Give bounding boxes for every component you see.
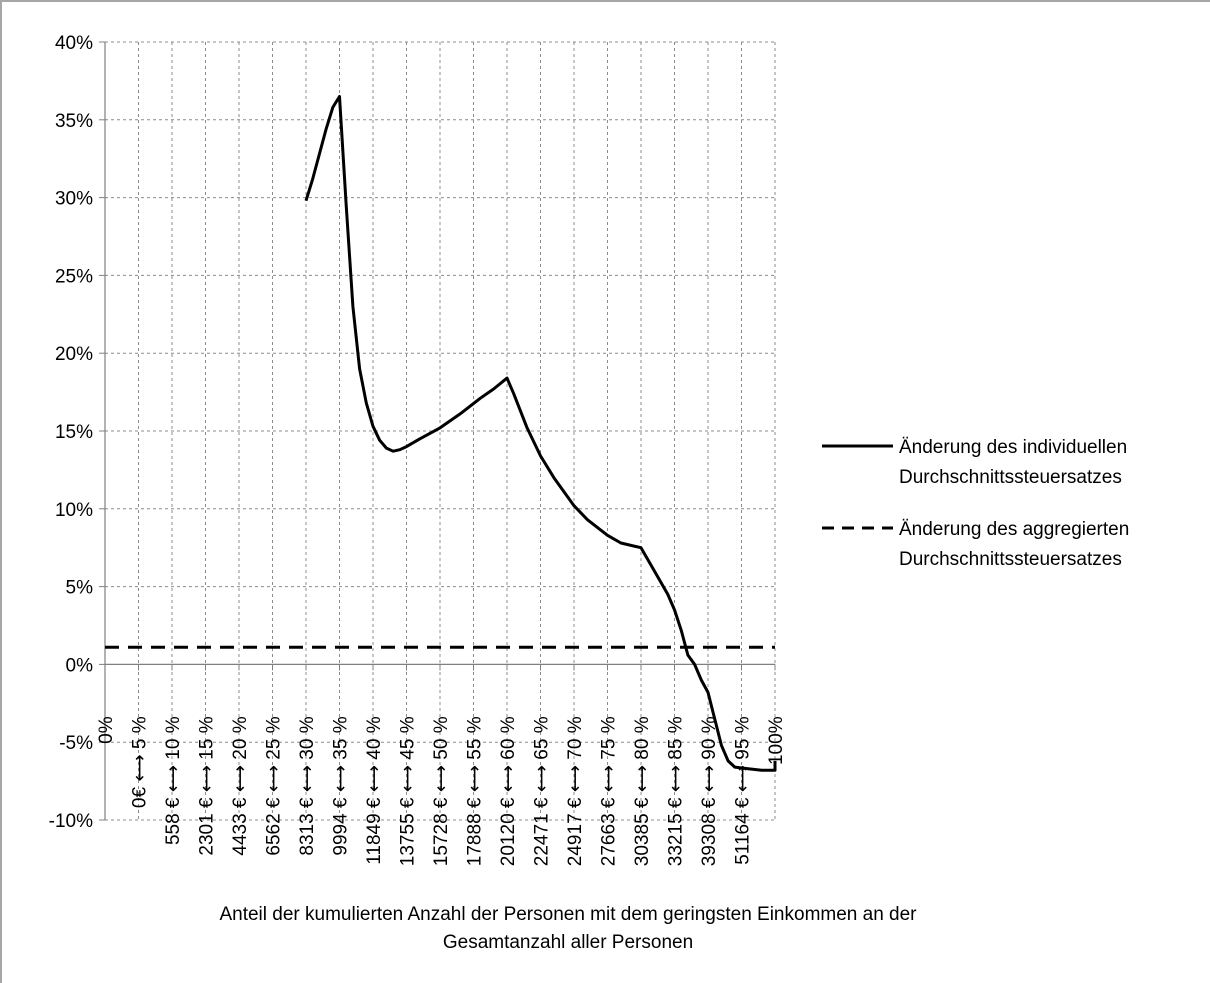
y-tick-label: 20% [55,344,93,365]
x-tick-label: 24917 € ⟷ 70 % [565,716,586,866]
y-tick-label: -10% [49,811,93,832]
x-tick-label: 100% [766,716,787,765]
x-axis-label-line: Anteil der kumulierten Anzahl der Person… [219,904,917,925]
y-tick-labels: -10% -5% 0% 5% 10% 15% 20% 25% 30% 35% 40% [49,33,93,832]
x-axis-label-line: Gesamtanzahl aller Personen [443,932,693,953]
x-tick-label: 8313 € ⟷ 30 % [297,716,318,855]
x-tick-label: 20120 € ⟷ 60 % [498,716,519,866]
x-tick-label: 2301 € ⟷ 15 % [197,716,218,855]
y-tick-label: 15% [55,422,93,443]
legend: Änderung des individuellen Durchschnittss… [822,437,1129,570]
x-tick-label: 22471 € ⟷ 65 % [532,716,553,866]
axes [99,41,776,821]
legend-label: Durchschnittssteuersatzes [899,467,1122,488]
legend-label: Änderung des individuellen [899,437,1127,458]
x-tick-label: 39308 € ⟷ 90 % [699,716,720,866]
y-tick-label: -5% [59,733,93,754]
y-tick-label: 10% [55,500,93,521]
x-axis-label: Anteil der kumulierten Anzahl der Person… [219,904,917,953]
x-tick-label: 30385 € ⟷ 80 % [632,716,653,866]
x-tick-label: 51164 € ⟷ 95 % [733,716,754,864]
x-tick-label: 33215 € ⟷ 85 % [666,716,687,866]
x-tick-label: 13755 € ⟷ 45 % [398,716,419,866]
x-tick-label: 9994 € ⟷ 35 % [331,716,352,855]
y-tick-label: 40% [55,33,93,54]
x-tick-label: 4433 € ⟷ 20 % [230,716,251,855]
y-tick-label: 0% [66,655,94,676]
gridlines [105,41,776,821]
x-tick-label: 6562 € ⟷ 25 % [264,716,285,855]
legend-label: Durchschnittssteuersatzes [899,549,1122,570]
series-lines [105,95,777,772]
y-tick-label: 25% [55,266,93,287]
series-line [304,95,777,772]
x-tick-labels: 0% 0€ ⟷ 5 % 558 € ⟷ 10 % 2301 € ⟷ 15 % 4433 … [96,716,787,866]
x-tick-label: 17888 € ⟷ 55 % [465,716,486,866]
x-tick-label: 11849 € ⟷ 40 % [364,716,385,864]
x-tick-label: 0€ ⟷ 5 % [130,716,151,808]
x-tick-label: 27663 € ⟷ 75 % [599,716,620,866]
x-tick-label: 558 € ⟷ 10 % [163,716,184,845]
x-tick-label: 0% [96,716,117,744]
y-tick-label: 30% [55,189,93,210]
y-tick-label: 35% [55,111,93,132]
x-tick-label: 15728 € ⟷ 50 % [431,716,452,866]
legend-label: Änderung des aggregierten [899,519,1129,540]
y-tick-label: 5% [66,578,94,599]
